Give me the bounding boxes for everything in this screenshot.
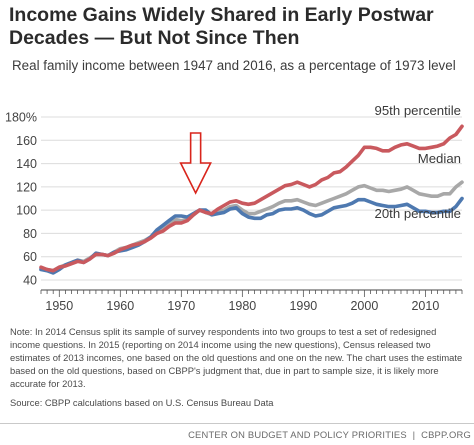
y-tick-label: 160 — [16, 134, 37, 148]
chart-title-line-1: Income Gains Widely Shared in Early Post… — [9, 4, 434, 26]
series-line-95th-percentile — [39, 124, 464, 273]
x-tick-label: 1990 — [289, 299, 317, 313]
annotation-arrow — [179, 132, 212, 195]
y-tick-label: 80 — [23, 227, 37, 241]
series-labels: 95th percentile Median 20th percentile — [374, 103, 461, 221]
x-tick-label: 2000 — [350, 299, 378, 313]
chart-source: Source: CBPP calculations based on U.S. … — [10, 397, 274, 408]
y-tick-label: 180% — [5, 111, 37, 125]
series-line-median — [39, 180, 464, 273]
footer: CENTER ON BUDGET AND POLICY PRIORITIES |… — [0, 423, 474, 445]
y-tick-label: 100 — [16, 204, 37, 218]
x-tick-label: 1960 — [106, 299, 134, 313]
chart-subtitle: Real family income between 1947 and 2016… — [12, 58, 456, 73]
down-arrow-icon — [179, 132, 212, 195]
footer-site: CBPP.ORG — [421, 429, 471, 440]
y-tick-label: 140 — [16, 157, 37, 171]
chart-title-line-2: Decades — But Not Since Then — [9, 27, 300, 49]
y-tick-label: 40 — [23, 274, 37, 288]
x-tick-label: 1970 — [167, 299, 195, 313]
footer-org: CENTER ON BUDGET AND POLICY PRIORITIES — [188, 429, 407, 440]
gridlines — [41, 116, 462, 281]
x-tick-label: 1950 — [45, 299, 73, 313]
series-lines — [39, 124, 464, 275]
y-tick-label: 60 — [23, 250, 37, 264]
x-tick-label: 2010 — [411, 299, 439, 313]
series-label-median: Median — [418, 151, 461, 166]
series-label-95th-percentile: 95th percentile — [374, 103, 461, 118]
x-axis: 1950 1960 1970 1980 1990 2000 2010 — [40, 289, 463, 313]
y-axis-ticks: 40 60 80 100 120 140 160 180% — [5, 111, 37, 288]
chart-title: Income Gains Widely Shared in Early Post… — [9, 4, 469, 50]
series-label-20th-percentile: 20th percentile — [374, 206, 461, 221]
y-tick-label: 120 — [16, 180, 37, 194]
x-tick-label: 1980 — [228, 299, 256, 313]
chart-note: Note: In 2014 Census split its sample of… — [10, 326, 463, 390]
footer-separator: | — [412, 429, 416, 440]
